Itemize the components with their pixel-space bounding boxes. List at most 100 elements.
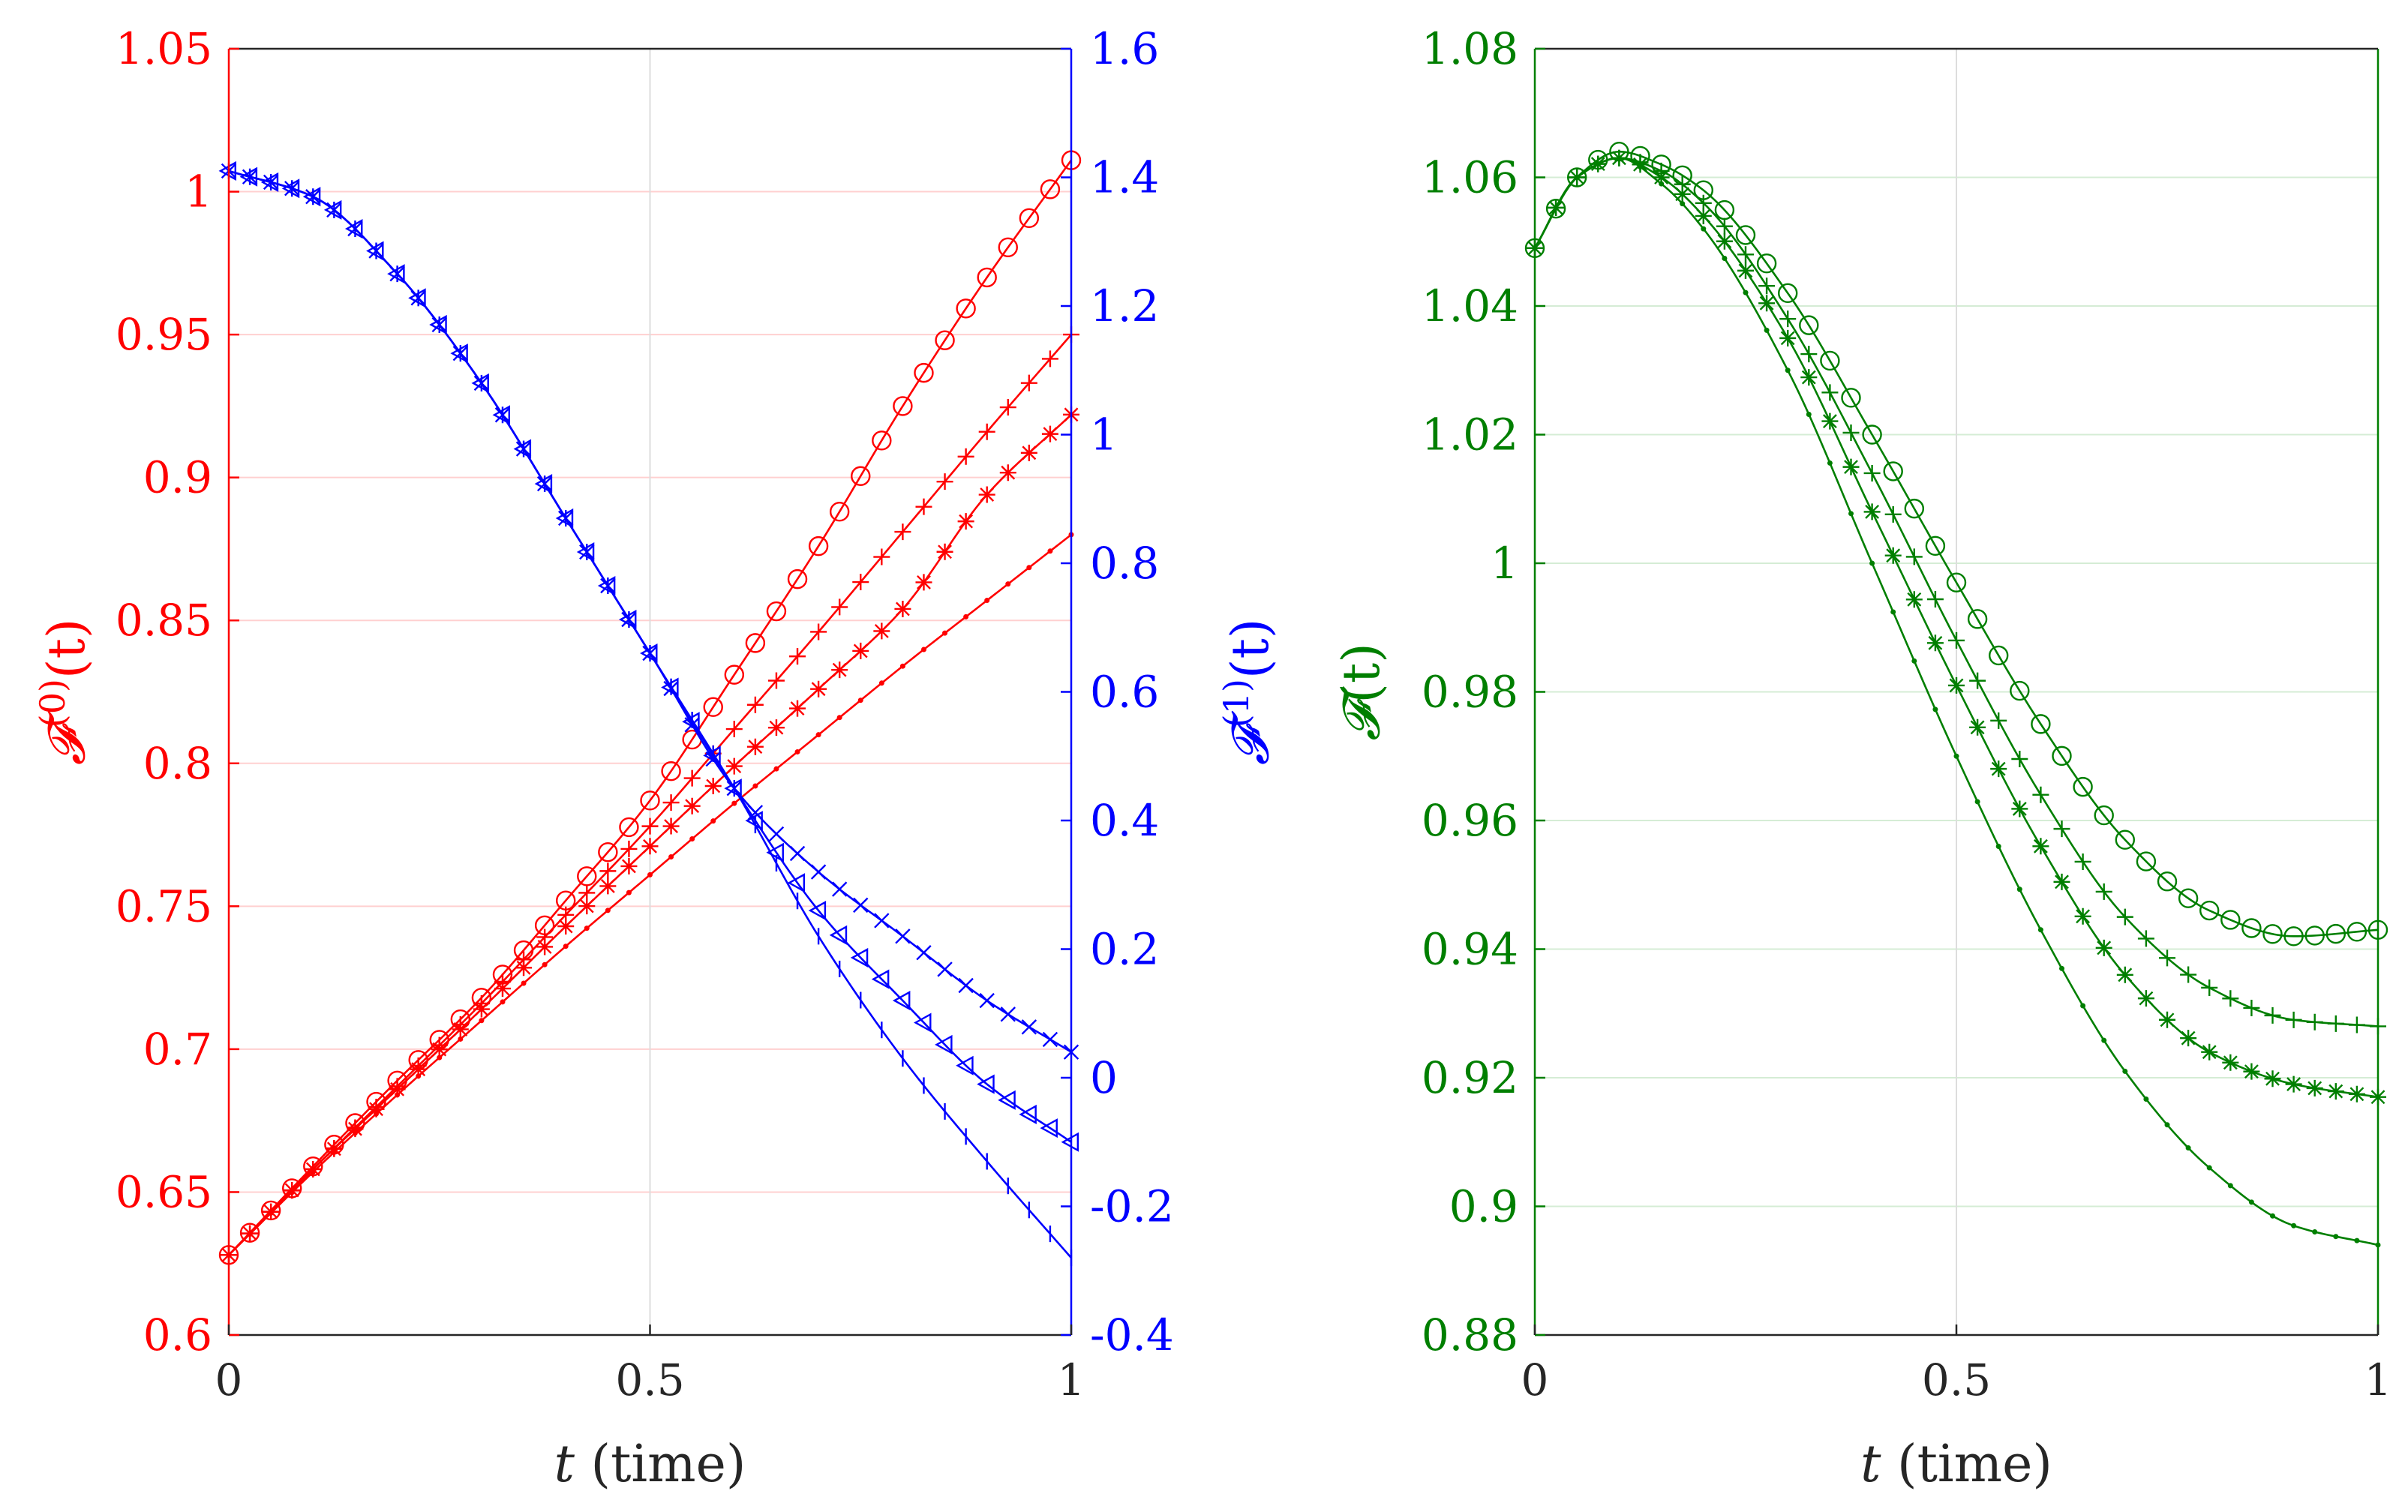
tick-label-y: 0.9	[1449, 1181, 1518, 1232]
data-point-asterisk	[936, 543, 953, 560]
data-point-dot	[1890, 609, 1896, 615]
data-point-asterisk	[1653, 169, 1670, 186]
data-point-plus	[1758, 278, 1776, 295]
data-point-circle	[914, 362, 934, 383]
tick-label-right: 1.2	[1090, 280, 1159, 332]
tick-label-x: 0	[215, 1354, 243, 1406]
data-point-dot	[1953, 753, 1959, 759]
data-point-asterisk	[452, 1021, 469, 1038]
data-point-circle	[1019, 208, 1040, 229]
data-point-dot	[1743, 290, 1749, 296]
data-point-cross	[979, 992, 995, 1009]
data-point-circle	[2283, 926, 2304, 946]
data-point-circle	[2199, 900, 2220, 921]
tick-label-left: 0.65	[116, 1166, 212, 1217]
data-point-plus	[2053, 820, 2070, 838]
data-point-plus	[1041, 350, 1058, 368]
tick-label-x: 0.5	[1922, 1354, 1991, 1406]
data-point-dot	[2354, 1238, 2360, 1244]
tick-label-left: 0.75	[116, 880, 212, 932]
data-point-circle	[893, 396, 913, 416]
data-point-circle	[239, 1222, 260, 1243]
data-point-triangle	[829, 925, 848, 945]
tick-label-left: 1.05	[116, 23, 212, 74]
data-point-asterisk	[1969, 718, 1986, 736]
data-point-plus	[641, 818, 659, 835]
data-point-asterisk	[1716, 232, 1733, 250]
data-point-circle	[1925, 536, 1946, 556]
data-point-cross	[916, 945, 932, 961]
data-point-asterisk	[2032, 838, 2049, 855]
data-point-dot	[1680, 201, 1686, 207]
data-point-asterisk	[810, 680, 827, 698]
data-point-dot	[1932, 706, 1938, 712]
data-point-asterisk	[305, 1160, 322, 1178]
data-point-asterisk	[1948, 676, 1965, 694]
data-point-circle	[829, 501, 850, 522]
data-point-circle	[2136, 851, 2157, 872]
data-point-dot	[1026, 565, 1032, 571]
data-point-asterisk	[2180, 1030, 2197, 1047]
data-point-triangle	[935, 1034, 953, 1054]
data-point-circle	[872, 430, 892, 451]
series-vbar	[227, 162, 1073, 1267]
data-point-dot	[1995, 843, 2001, 849]
data-point-asterisk	[1041, 425, 1058, 442]
tick-label-x: 1	[2364, 1354, 2392, 1406]
data-point-plus	[2306, 1013, 2323, 1030]
data-point-circle	[661, 760, 681, 782]
data-point-dot	[1005, 581, 1011, 587]
data-point-asterisk	[389, 1081, 406, 1098]
data-point-dot	[2206, 1165, 2212, 1171]
data-point-circle	[2262, 924, 2283, 944]
data-point-plus	[810, 623, 827, 640]
data-point-dot	[2333, 1234, 2339, 1240]
data-point-asterisk	[2095, 939, 2112, 956]
data-point-plus	[1821, 384, 1839, 401]
data-point-triangle	[913, 1012, 932, 1033]
tick-label-y: 1	[1491, 538, 1518, 589]
right-panel: 0.88 0.9 0.92 0.94 0.96 0.98 1 1.02 1.04 1.06 1.08…	[1332, 23, 2391, 1494]
data-point-dot	[1553, 205, 1559, 211]
data-point-plus	[2011, 751, 2028, 767]
data-point-asterisk	[957, 513, 974, 530]
tick-label-y: 0.88	[1422, 1310, 1518, 1360]
data-point-dot	[857, 698, 863, 704]
x-axis-label: t (time)	[1860, 1435, 2052, 1494]
tick-label-right: -0.2	[1090, 1181, 1174, 1232]
data-point-dot	[458, 1036, 464, 1042]
data-point-dot	[836, 715, 842, 721]
data-point-plus	[789, 648, 806, 665]
data-point-triangle	[871, 969, 890, 989]
data-point-circle	[2220, 910, 2241, 930]
data-point-circle	[977, 267, 997, 288]
data-point-asterisk	[2137, 990, 2154, 1007]
data-point-plus	[1990, 712, 2007, 729]
data-point-dot	[2185, 1145, 2191, 1151]
data-point-asterisk	[473, 1000, 490, 1018]
data-point-asterisk	[1020, 444, 1037, 461]
data-point-circle	[787, 568, 808, 590]
data-point-circle	[598, 842, 618, 862]
data-point-plus	[2285, 1011, 2302, 1028]
data-point-circle	[619, 817, 639, 838]
data-point-dot	[752, 783, 758, 789]
tick-label-y: 1.02	[1422, 410, 1518, 460]
data-point-asterisk	[831, 662, 848, 679]
data-point-asterisk	[347, 1120, 364, 1138]
data-point-circle	[2115, 830, 2136, 850]
data-point-plus	[1716, 218, 1733, 235]
data-point-asterisk	[1674, 185, 1691, 202]
data-point-plus	[1842, 424, 1860, 441]
data-point-asterisk	[410, 1060, 427, 1078]
tick-label-right: 0.4	[1090, 795, 1159, 846]
data-point-asterisk	[431, 1041, 448, 1058]
data-point-asterisk	[1990, 760, 2007, 778]
tick-label-right: -0.4	[1090, 1310, 1174, 1360]
data-point-dot	[815, 732, 821, 738]
data-point-asterisk	[1905, 591, 1923, 608]
data-point-plus	[2095, 883, 2112, 900]
data-point-asterisk	[2011, 800, 2028, 818]
data-point-dot	[2122, 1068, 2128, 1074]
data-point-circle	[1883, 461, 1903, 482]
